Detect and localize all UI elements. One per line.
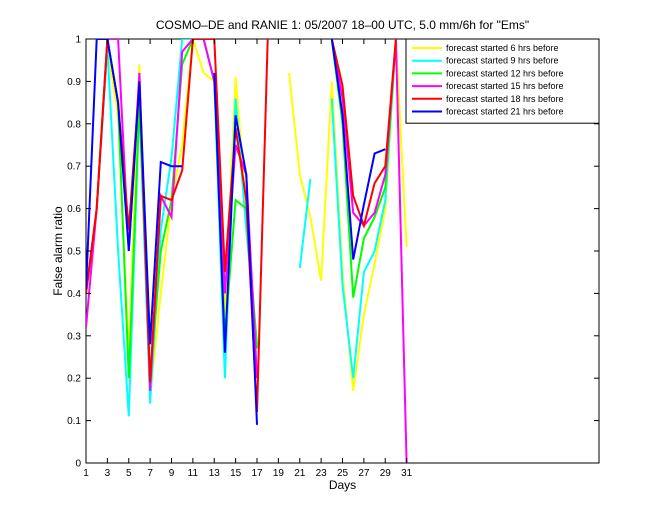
y-axis-label: False alarm ratio <box>51 206 65 296</box>
y-tick-label: 0.5 <box>67 247 81 258</box>
series-layer <box>86 39 408 463</box>
x-tick-label: 5 <box>126 468 132 479</box>
series-line-6 <box>86 39 386 425</box>
legend-entry-label: forecast started 6 hrs before <box>446 43 559 53</box>
y-tick-label: 0.8 <box>67 119 81 130</box>
legend-entry-label: forecast started 15 hrs before <box>446 81 564 91</box>
y-tick-label: 0.2 <box>67 374 81 385</box>
x-tick-label: 15 <box>230 468 242 479</box>
legend-box <box>405 38 600 124</box>
x-tick-label: 19 <box>273 468 285 479</box>
x-axis-label: Days <box>329 478 356 492</box>
axis-ticks: 1 3 5 7 9 11 13 15 17 19 21 23 25 27 29 3100.10.20.30.4… <box>67 35 599 479</box>
legend-entry-label: forecast started 9 hrs before <box>446 56 559 66</box>
y-tick-label: 0.3 <box>67 331 81 342</box>
x-tick-label: 7 <box>147 468 153 479</box>
x-tick-label: 13 <box>209 468 221 479</box>
y-tick-label: 0.1 <box>67 416 81 427</box>
y-tick-label: 0.9 <box>67 77 81 88</box>
x-tick-label: 17 <box>251 468 263 479</box>
x-tick-label: 23 <box>316 468 328 479</box>
legend: forecast started 6 hrs before forecast st… <box>405 38 600 124</box>
legend-entry-label: forecast started 21 hrs before <box>446 107 564 117</box>
x-tick-label: 9 <box>169 468 175 479</box>
chart-title: COSMO–DE and RANIE 1: 05/2007 18–00 UTC,… <box>156 18 529 32</box>
y-tick-label: 1 <box>75 35 81 46</box>
x-tick-label: 31 <box>401 468 413 479</box>
y-tick-label: 0.6 <box>67 204 81 215</box>
x-tick-label: 21 <box>294 468 306 479</box>
x-tick-label: 11 <box>188 468 199 479</box>
x-tick-label: 27 <box>358 468 370 479</box>
y-tick-label: 0.4 <box>67 289 81 300</box>
x-tick-label: 1 <box>83 468 89 479</box>
y-tick-label: 0 <box>75 459 81 470</box>
y-tick-label: 0.7 <box>67 162 81 173</box>
x-tick-label: 3 <box>105 468 111 479</box>
x-tick-label: 29 <box>380 468 392 479</box>
x-tick-label: 25 <box>337 468 349 479</box>
legend-entry-label: forecast started 12 hrs before <box>446 68 564 78</box>
legend-entry-label: forecast started 18 hrs before <box>446 94 564 104</box>
